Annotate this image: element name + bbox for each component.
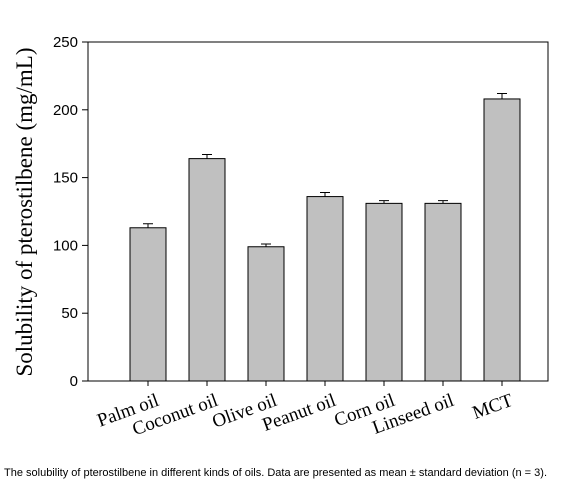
x-tick-label: MCT	[470, 390, 516, 424]
y-tick-label: 200	[53, 102, 78, 119]
y-tick-label: 100	[53, 237, 78, 254]
error-bar	[320, 192, 330, 197]
error-bar	[379, 200, 389, 204]
caption: The solubility of pterostilbene in diffe…	[4, 467, 547, 479]
bar	[129, 227, 167, 382]
y-axis-label: Solubility of pterostilbene (mg/mL)	[12, 48, 37, 377]
bar	[483, 98, 521, 382]
error-bar	[438, 200, 448, 204]
error-bar	[261, 243, 271, 247]
error-bar	[497, 93, 507, 99]
bar	[247, 246, 285, 382]
y-tick-label: 150	[53, 170, 78, 187]
y-tick-label: 250	[53, 34, 78, 51]
error-bar	[202, 154, 212, 159]
bar	[365, 202, 403, 382]
bar	[306, 196, 344, 382]
y-tick-label: 0	[70, 373, 78, 390]
error-bar	[143, 223, 153, 228]
bar	[424, 202, 462, 382]
y-tick-label: 50	[61, 305, 78, 322]
bar	[188, 158, 226, 382]
